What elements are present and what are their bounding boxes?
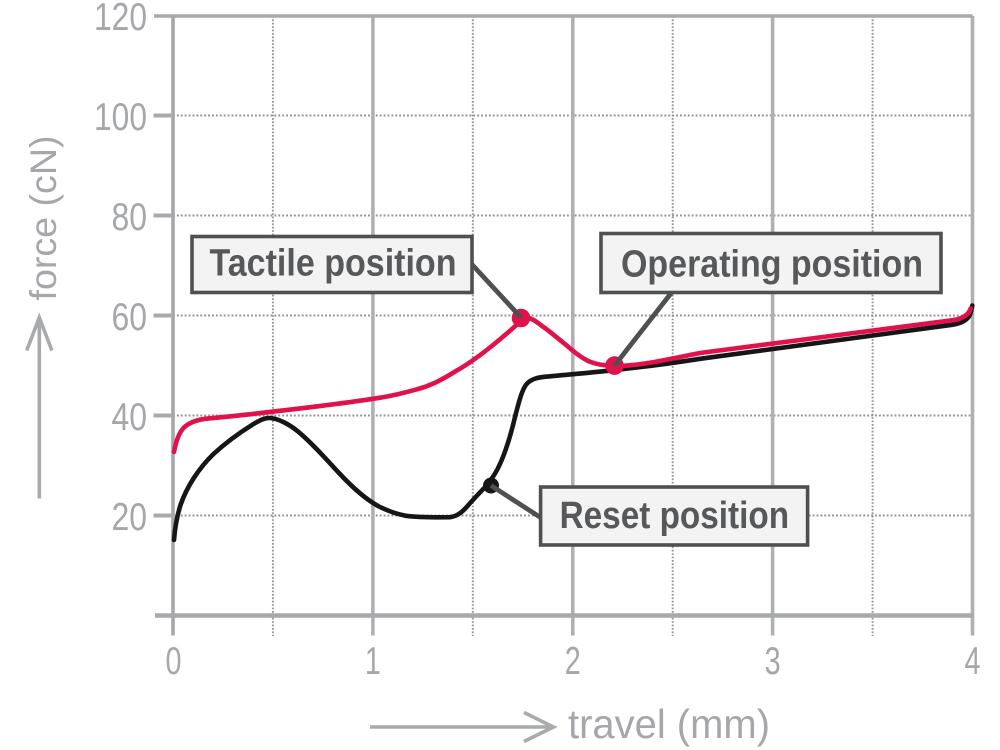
svg-text:1: 1 xyxy=(365,640,381,683)
svg-text:0: 0 xyxy=(166,640,182,683)
svg-text:20: 20 xyxy=(112,496,148,539)
svg-text:120: 120 xyxy=(94,0,147,39)
svg-text:80: 80 xyxy=(112,196,148,239)
svg-text:100: 100 xyxy=(94,96,147,139)
svg-text:force (cN): force (cN) xyxy=(23,136,64,301)
svg-text:4: 4 xyxy=(965,640,981,683)
svg-text:Operating position: Operating position xyxy=(621,244,923,286)
svg-text:3: 3 xyxy=(765,640,781,683)
svg-text:40: 40 xyxy=(112,396,148,439)
svg-text:60: 60 xyxy=(112,296,148,339)
svg-text:2: 2 xyxy=(565,640,581,683)
svg-text:Tactile position: Tactile position xyxy=(210,243,457,285)
svg-text:travel (mm): travel (mm) xyxy=(568,701,770,747)
svg-text:Reset position: Reset position xyxy=(560,495,790,537)
